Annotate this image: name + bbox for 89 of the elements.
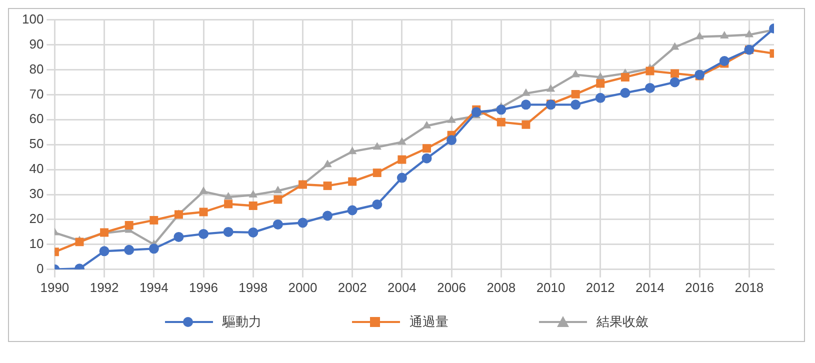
point [422,120,432,128]
point [75,238,84,246]
point [174,232,184,242]
point [148,244,159,254]
point [644,82,655,93]
point [546,84,556,92]
x-tick-label: 1990 [40,280,70,295]
point [744,30,754,38]
point [198,228,209,239]
point [571,70,580,78]
point [719,56,730,66]
y-tick-label: 10 [29,236,44,252]
y-tick-label: 30 [29,186,44,202]
point [323,160,332,168]
point [447,115,456,123]
y-tick-label: 40 [29,161,44,176]
point [224,192,233,200]
point [248,227,258,238]
point [272,219,283,230]
point [522,120,530,129]
point [199,186,208,194]
x-tick-label: 1994 [139,280,168,295]
point [422,144,431,153]
point [720,31,729,39]
point [322,210,333,221]
x-tick-label: 1992 [90,280,119,295]
y-tick-label: 100 [22,11,44,26]
y-tick-label: 70 [29,86,44,102]
point [496,104,506,115]
point [124,244,134,255]
point [595,92,606,103]
point [496,118,506,126]
x-tick-label: 2014 [636,280,664,295]
legend-label: 通過量 [410,314,448,331]
legend-label: 驅動力 [222,314,262,331]
point [446,135,457,146]
x-tick-label: 2004 [387,280,416,295]
point [124,220,134,230]
point [670,42,680,50]
point [372,168,382,178]
point [274,195,282,204]
y-tick-label: 20 [29,211,44,226]
point [646,66,654,76]
y-tick-label: 80 [29,61,44,76]
point [323,182,332,190]
y-tick-label: 50 [29,136,44,152]
point [670,69,680,78]
x-tick-label: 1996 [189,280,218,295]
point [298,218,308,228]
point [522,88,530,96]
point [150,216,158,224]
point [248,202,258,210]
point [620,72,630,82]
x-tick-label: 2010 [536,280,566,295]
point [695,32,704,40]
point [471,107,482,118]
x-tick-label: 2000 [288,280,318,295]
x-tick-label: 2018 [734,280,764,295]
x-tick-label: 2016 [685,280,714,295]
point [398,137,406,145]
point [596,79,605,88]
x-tick-label: 2012 [586,280,615,295]
x-tick-label: 2008 [486,280,516,295]
y-tick-label: 60 [29,111,44,126]
point [570,100,581,110]
point [274,186,282,194]
point [224,200,233,208]
point [398,155,406,164]
x-tick-label: 2002 [338,280,367,295]
point [620,88,630,98]
x-tick-label: 1998 [238,280,268,295]
x-tick-label: 2006 [437,280,466,295]
point [348,146,357,154]
point [372,200,382,210]
point [99,246,110,256]
y-tick-label: 0 [36,260,44,276]
point [670,77,680,88]
point [520,100,531,110]
point [223,226,234,237]
y-tick-label: 90 [29,36,44,52]
point [199,208,208,216]
point [422,153,432,164]
legend-label: 結果收斂 [596,314,648,331]
point [372,142,382,150]
point [347,205,358,216]
point [248,190,258,198]
point [396,172,407,183]
point [348,177,357,186]
point [571,90,580,98]
